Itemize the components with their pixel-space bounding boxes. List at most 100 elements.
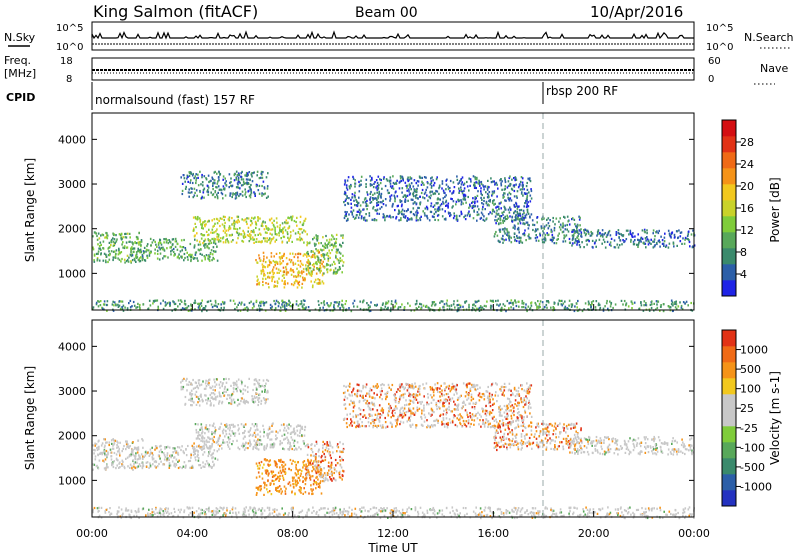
- power-cell: [351, 196, 353, 199]
- power-cell: [468, 177, 470, 180]
- power-cell: [377, 201, 380, 204]
- power-cell: [443, 191, 445, 194]
- power-cell: [541, 238, 544, 241]
- velocity-cell: [205, 399, 207, 402]
- power-cell: [208, 228, 210, 231]
- power-cell: [243, 303, 246, 306]
- power-cell: [249, 219, 252, 222]
- power-cell: [525, 303, 527, 306]
- velocity-cell: [240, 400, 242, 403]
- velocity-cell: [299, 479, 301, 482]
- power-cell: [297, 275, 299, 278]
- power-cell: [646, 229, 648, 232]
- colorbar-swatch: [722, 120, 736, 137]
- y-tick-label: 1000: [58, 267, 86, 280]
- power-cell: [269, 271, 271, 274]
- power-cell: [480, 216, 483, 219]
- power-cell: [500, 307, 503, 310]
- velocity-cell: [291, 476, 294, 479]
- power-cell: [427, 306, 430, 309]
- power-cell: [490, 304, 492, 307]
- velocity-cell: [266, 469, 268, 473]
- velocity-cell: [282, 476, 285, 479]
- velocity-cell: [311, 451, 314, 454]
- power-cell: [516, 207, 519, 210]
- velocity-cell: [105, 466, 107, 469]
- power-cell: [215, 230, 217, 233]
- velocity-cell: [316, 442, 318, 445]
- power-cell: [274, 240, 276, 243]
- power-cell: [386, 179, 389, 182]
- velocity-cell: [241, 397, 243, 400]
- power-cell: [564, 228, 567, 231]
- power-cell: [400, 210, 403, 213]
- power-cell: [187, 258, 189, 261]
- power-cell: [287, 221, 289, 224]
- power-cell: [95, 232, 98, 235]
- power-cell: [556, 238, 558, 241]
- power-cell: [502, 219, 504, 222]
- power-cell: [317, 260, 320, 263]
- power-cell: [359, 211, 361, 215]
- power-cell: [379, 178, 381, 181]
- power-cell: [628, 233, 630, 236]
- power-cell: [211, 237, 213, 241]
- velocity-cell: [213, 435, 215, 439]
- power-cell: [310, 280, 312, 283]
- power-cell: [566, 223, 568, 227]
- velocity-cell: [287, 448, 289, 451]
- velocity-cell: [237, 424, 239, 427]
- power-cell: [445, 302, 448, 305]
- power-cell: [485, 202, 488, 205]
- power-cell: [98, 259, 101, 262]
- power-cell: [262, 266, 264, 269]
- power-cell: [473, 303, 475, 306]
- velocity-cell: [252, 446, 255, 449]
- velocity-cell: [192, 466, 194, 469]
- velocity-cell: [335, 479, 337, 482]
- velocity-cell: [216, 440, 219, 443]
- power-cell: [504, 185, 507, 188]
- velocity-cell: [265, 471, 267, 474]
- power-cell: [187, 180, 189, 183]
- power-cell: [430, 210, 433, 214]
- velocity-cell: [233, 387, 235, 390]
- power-cell: [408, 188, 410, 191]
- velocity-cell: [198, 404, 201, 407]
- velocity-cell: [303, 442, 305, 445]
- velocity-cell: [194, 386, 197, 389]
- power-cell: [443, 218, 446, 221]
- power-cell: [534, 230, 536, 233]
- power-cell: [458, 191, 460, 194]
- velocity-cell: [305, 463, 307, 466]
- power-cell: [662, 310, 665, 313]
- power-cell: [451, 198, 453, 201]
- power-cell: [106, 237, 109, 240]
- power-cell: [517, 205, 519, 208]
- velocity-cell: [263, 435, 265, 438]
- power-cell: [474, 197, 476, 200]
- colorbar-tick-label: 28: [740, 136, 754, 149]
- power-cell: [108, 258, 111, 261]
- velocity-cell: [288, 423, 290, 426]
- power-cell: [461, 190, 464, 193]
- power-cell: [673, 233, 676, 236]
- power-cell: [336, 251, 338, 254]
- power-cell: [194, 257, 196, 260]
- power-cell: [316, 282, 318, 285]
- power-cell: [427, 199, 429, 202]
- velocity-cell: [224, 424, 226, 427]
- power-cell: [576, 227, 578, 230]
- power-cell: [391, 185, 394, 188]
- power-cell: [140, 239, 143, 242]
- velocity-cell: [98, 459, 101, 462]
- power-cell: [151, 241, 154, 244]
- power-cell: [385, 204, 387, 207]
- velocity-cell: [266, 459, 268, 462]
- velocity-cell: [204, 440, 206, 443]
- velocity-cell: [208, 436, 210, 439]
- power-cell: [249, 178, 251, 182]
- power-cell: [425, 305, 428, 308]
- power-cell: [497, 217, 500, 220]
- power-cell: [255, 299, 258, 302]
